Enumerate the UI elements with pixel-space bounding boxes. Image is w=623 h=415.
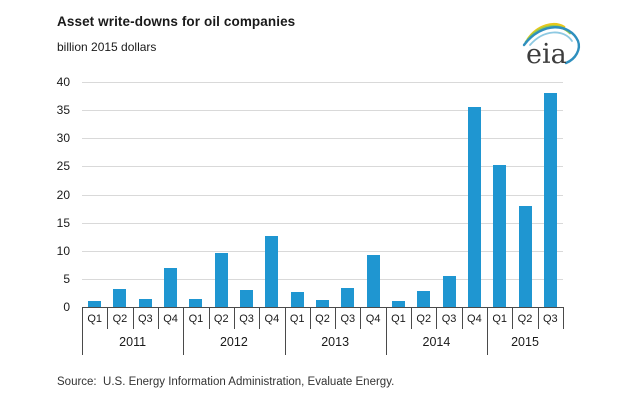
- bar-2011-Q2: [113, 289, 127, 307]
- quarter-label-1: Q2: [112, 313, 128, 325]
- bar-2013-Q1: [290, 292, 304, 307]
- bar-2014-Q4: [467, 106, 481, 307]
- y-axis-label-0: 0: [63, 300, 70, 314]
- quarter-label-10: Q3: [340, 313, 356, 325]
- bar-2014-Q3: [442, 276, 456, 307]
- bar-2014-Q1: [391, 300, 405, 307]
- bar-2013-Q4: [366, 255, 380, 307]
- quarter-tick-6: [233, 307, 235, 329]
- gridline-15: [82, 222, 563, 224]
- bar-2014-Q2: [417, 290, 431, 307]
- y-axis-label-35: 35: [56, 103, 70, 118]
- bar-2012-Q1: [189, 298, 203, 307]
- gridline-20: [82, 194, 563, 196]
- quarter-label-13: Q2: [416, 313, 432, 325]
- y-axis-label-5: 5: [63, 271, 70, 286]
- quarter-label-14: Q3: [441, 313, 457, 325]
- quarter-tick-5: [208, 307, 210, 329]
- quarter-label-18: Q3: [542, 313, 558, 325]
- year-divider-2015: [487, 307, 489, 355]
- year-label-2013: 2013: [321, 335, 350, 349]
- quarter-tick-15: [461, 307, 463, 329]
- gridline-40: [82, 82, 563, 83]
- logo-swoosh-lightblue-icon: [529, 31, 573, 46]
- quarter-tick-11: [360, 307, 362, 329]
- quarter-label-12: Q1: [391, 313, 406, 325]
- year-divider-2012: [183, 307, 185, 355]
- y-axis-label-25: 25: [56, 159, 70, 174]
- quarter-label-11: Q4: [365, 313, 381, 325]
- quarter-label-2: Q3: [137, 313, 153, 325]
- eia-logo: eia: [522, 23, 580, 70]
- quarter-label-5: Q2: [213, 313, 229, 325]
- quarter-label-3: Q4: [163, 313, 178, 325]
- year-divider-2013: [284, 307, 286, 355]
- bar-2013-Q2: [316, 299, 329, 307]
- bar-2012-Q3: [240, 290, 254, 307]
- quarter-tick-13: [411, 307, 413, 329]
- bar-2013-Q3: [341, 287, 355, 307]
- y-axis-label-30: 30: [56, 131, 70, 146]
- chart-units-subtitle: billion 2015 dollars: [57, 40, 157, 54]
- quarter-tick-3: [157, 307, 159, 329]
- bar-2012-Q2: [214, 253, 228, 307]
- bar-2012-Q4: [265, 235, 279, 307]
- gridline-5: [82, 278, 563, 280]
- quarter-label-6: Q3: [239, 313, 254, 325]
- quarter-label-4: Q1: [188, 313, 204, 325]
- y-axis-label-20: 20: [56, 187, 70, 202]
- quarter-label-9: Q2: [315, 313, 330, 325]
- quarter-tick-14: [436, 307, 438, 329]
- quarter-tick-2: [132, 307, 134, 329]
- bar-2015-Q1: [493, 165, 507, 307]
- year-label-2012: 2012: [219, 335, 248, 349]
- year-divider-2011: [82, 307, 83, 355]
- quarter-label-16: Q1: [492, 313, 508, 325]
- quarter-label-7: Q4: [264, 313, 280, 325]
- year-label-2014: 2014: [422, 335, 451, 349]
- bar-2011-Q3: [138, 299, 152, 307]
- quarter-label-8: Q1: [289, 313, 305, 325]
- chart-title: Asset write-downs for oil companies: [57, 14, 296, 29]
- bar-2011-Q4: [164, 268, 178, 307]
- quarter-tick-1: [107, 307, 109, 329]
- bar-2011-Q1: [88, 301, 102, 307]
- eia-logo-text: eia: [526, 39, 567, 70]
- quarter-label-17: Q2: [517, 313, 533, 325]
- logo-swoosh-blue-icon: [522, 26, 580, 65]
- x-axis-line: [82, 307, 564, 308]
- quarter-tick-19: [563, 307, 564, 329]
- year-label-2015: 2015: [511, 335, 539, 349]
- bar-2015-Q2: [518, 205, 532, 307]
- year-label-2011: 2011: [119, 335, 147, 349]
- quarter-tick-10: [335, 307, 337, 329]
- gridline-25: [82, 166, 563, 168]
- y-axis-label-15: 15: [56, 215, 70, 230]
- gridline-35: [82, 110, 563, 112]
- bar-2015-Q3: [543, 93, 557, 307]
- quarter-tick-7: [259, 307, 261, 329]
- quarter-tick-9: [309, 307, 311, 329]
- source-note: Source: U.S. Energy Information Administ…: [57, 376, 395, 388]
- quarter-tick-18: [537, 307, 539, 329]
- gridline-30: [82, 138, 563, 140]
- y-axis-label-40: 40: [56, 75, 70, 89]
- quarter-label-15: Q4: [467, 313, 482, 325]
- year-divider-2014: [385, 307, 387, 355]
- quarter-label-0: Q1: [87, 313, 102, 325]
- y-axis-label-10: 10: [56, 243, 70, 258]
- gridline-10: [82, 250, 563, 252]
- quarter-tick-17: [512, 307, 514, 329]
